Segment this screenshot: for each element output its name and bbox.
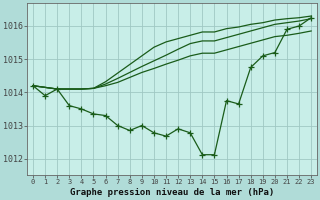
X-axis label: Graphe pression niveau de la mer (hPa): Graphe pression niveau de la mer (hPa) <box>70 188 274 197</box>
